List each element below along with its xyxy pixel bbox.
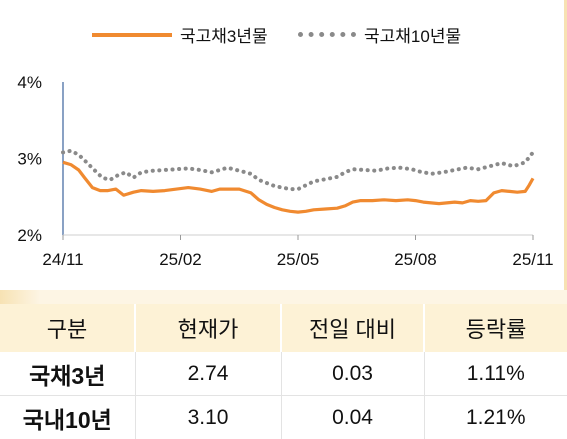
change-cell: 0.04 xyxy=(281,396,424,439)
header-current-price: 현재가 xyxy=(135,304,281,352)
summary-table: 구분 현재가 전일 대비 등락률 국채3년 2.74 0.03 1.11% 국내… xyxy=(0,304,567,439)
x-tick-label: 25/02 xyxy=(159,250,202,269)
current-price-cell: 2.74 xyxy=(135,352,281,396)
row-label: 국채3년 xyxy=(0,352,135,396)
x-tick-label: 24/11 xyxy=(42,250,83,269)
change-cell: 0.03 xyxy=(281,352,424,396)
x-tick-label: 25/05 xyxy=(277,250,320,269)
y-tick-label: 2% xyxy=(17,226,42,245)
x-tick-label: 25/11 xyxy=(512,250,553,269)
y-tick-label: 4% xyxy=(17,73,42,92)
row-label: 국내10년 xyxy=(0,396,135,439)
x-tick-label: 25/08 xyxy=(394,250,437,269)
change-rate-cell: 1.11% xyxy=(424,352,567,396)
table-row: 국채3년 2.74 0.03 1.11% xyxy=(0,352,567,396)
table-header-row: 구분 현재가 전일 대비 등락률 xyxy=(0,304,567,352)
header-change-rate: 등락률 xyxy=(424,304,567,352)
y-tick-label: 3% xyxy=(17,150,42,169)
change-rate-cell: 1.21% xyxy=(424,396,567,439)
header-category: 구분 xyxy=(0,304,135,352)
line-chart: 4% 3% 2%24/11 25/02 25/05 25/08 25/11 xyxy=(0,0,564,290)
header-change: 전일 대비 xyxy=(281,304,424,352)
current-price-cell: 3.10 xyxy=(135,396,281,439)
series-line-10y xyxy=(63,151,533,189)
separator-band xyxy=(0,290,567,304)
table-row: 국내10년 3.10 0.04 1.21% xyxy=(0,396,567,439)
